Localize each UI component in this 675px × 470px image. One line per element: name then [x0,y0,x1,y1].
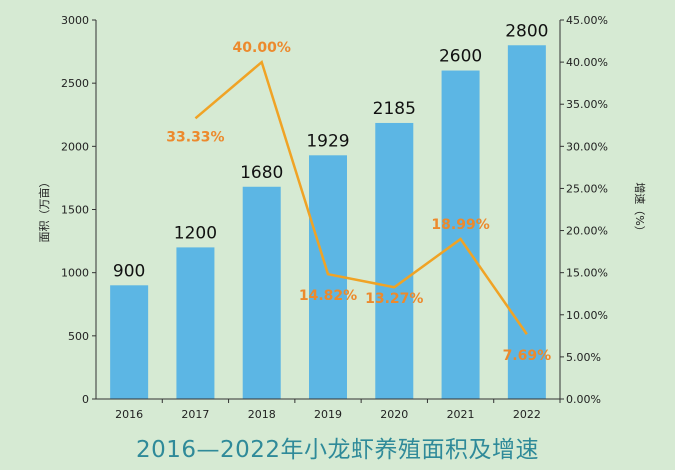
bar [507,45,546,400]
x-tick-label: 2020 [380,408,408,421]
y-tick-label: 500 [68,330,89,343]
bar [375,122,414,399]
y-tick-label: 1500 [61,204,89,217]
y2-tick-label: 20.00% [566,225,608,238]
bar-value-label: 2600 [439,47,482,67]
bar-value-label: 900 [113,261,145,281]
bar [110,285,149,399]
x-tick-label: 2022 [513,408,541,421]
x-tick-label: 2018 [248,408,276,421]
y2-tick-label: 15.00% [566,267,608,280]
y-tick-label: 1000 [61,267,89,280]
bar [441,70,480,400]
growth-rate-label: 40.00% [233,40,291,56]
growth-rate-label: 33.33% [166,129,224,145]
growth-rate-label: 18.99% [431,217,489,233]
x-tick-label: 2019 [314,408,342,421]
bar-value-label: 1200 [174,223,217,243]
bar-value-label: 1929 [306,131,349,151]
y2-axis-title: 增速（%） [633,182,647,236]
y2-tick-label: 35.00% [566,98,608,111]
y2-tick-label: 5.00% [566,351,601,364]
growth-rate-label: 13.27% [365,291,423,307]
x-tick-label: 2017 [181,408,209,421]
x-tick-label: 2021 [447,408,475,421]
bar-value-label: 2185 [373,99,416,119]
y2-tick-label: 30.00% [566,140,608,153]
bar-value-label: 2800 [505,21,548,41]
growth-rate-label: 7.69% [503,348,552,364]
growth-rate-line [194,59,528,335]
y-tick-label: 3000 [61,14,89,27]
bar-value-label: 1680 [240,163,283,183]
y2-tick-label: 40.00% [566,56,608,69]
bar [176,247,215,399]
x-tick-label: 2016 [115,408,143,421]
y-tick-label: 2000 [61,140,89,153]
growth-rate-label: 14.82% [299,288,357,304]
y-axis-title: 面积（万亩） [37,177,51,243]
y2-tick-label: 10.00% [566,309,608,322]
y2-tick-label: 25.00% [566,182,608,195]
chart-title: 2016—2022年小龙虾养殖面积及增速 [135,437,540,463]
y-tick-label: 0 [82,393,89,406]
bar [242,186,281,399]
y2-tick-label: 0.00% [566,393,601,406]
y2-tick-label: 45.00% [566,14,608,27]
y-tick-label: 2500 [61,77,89,90]
